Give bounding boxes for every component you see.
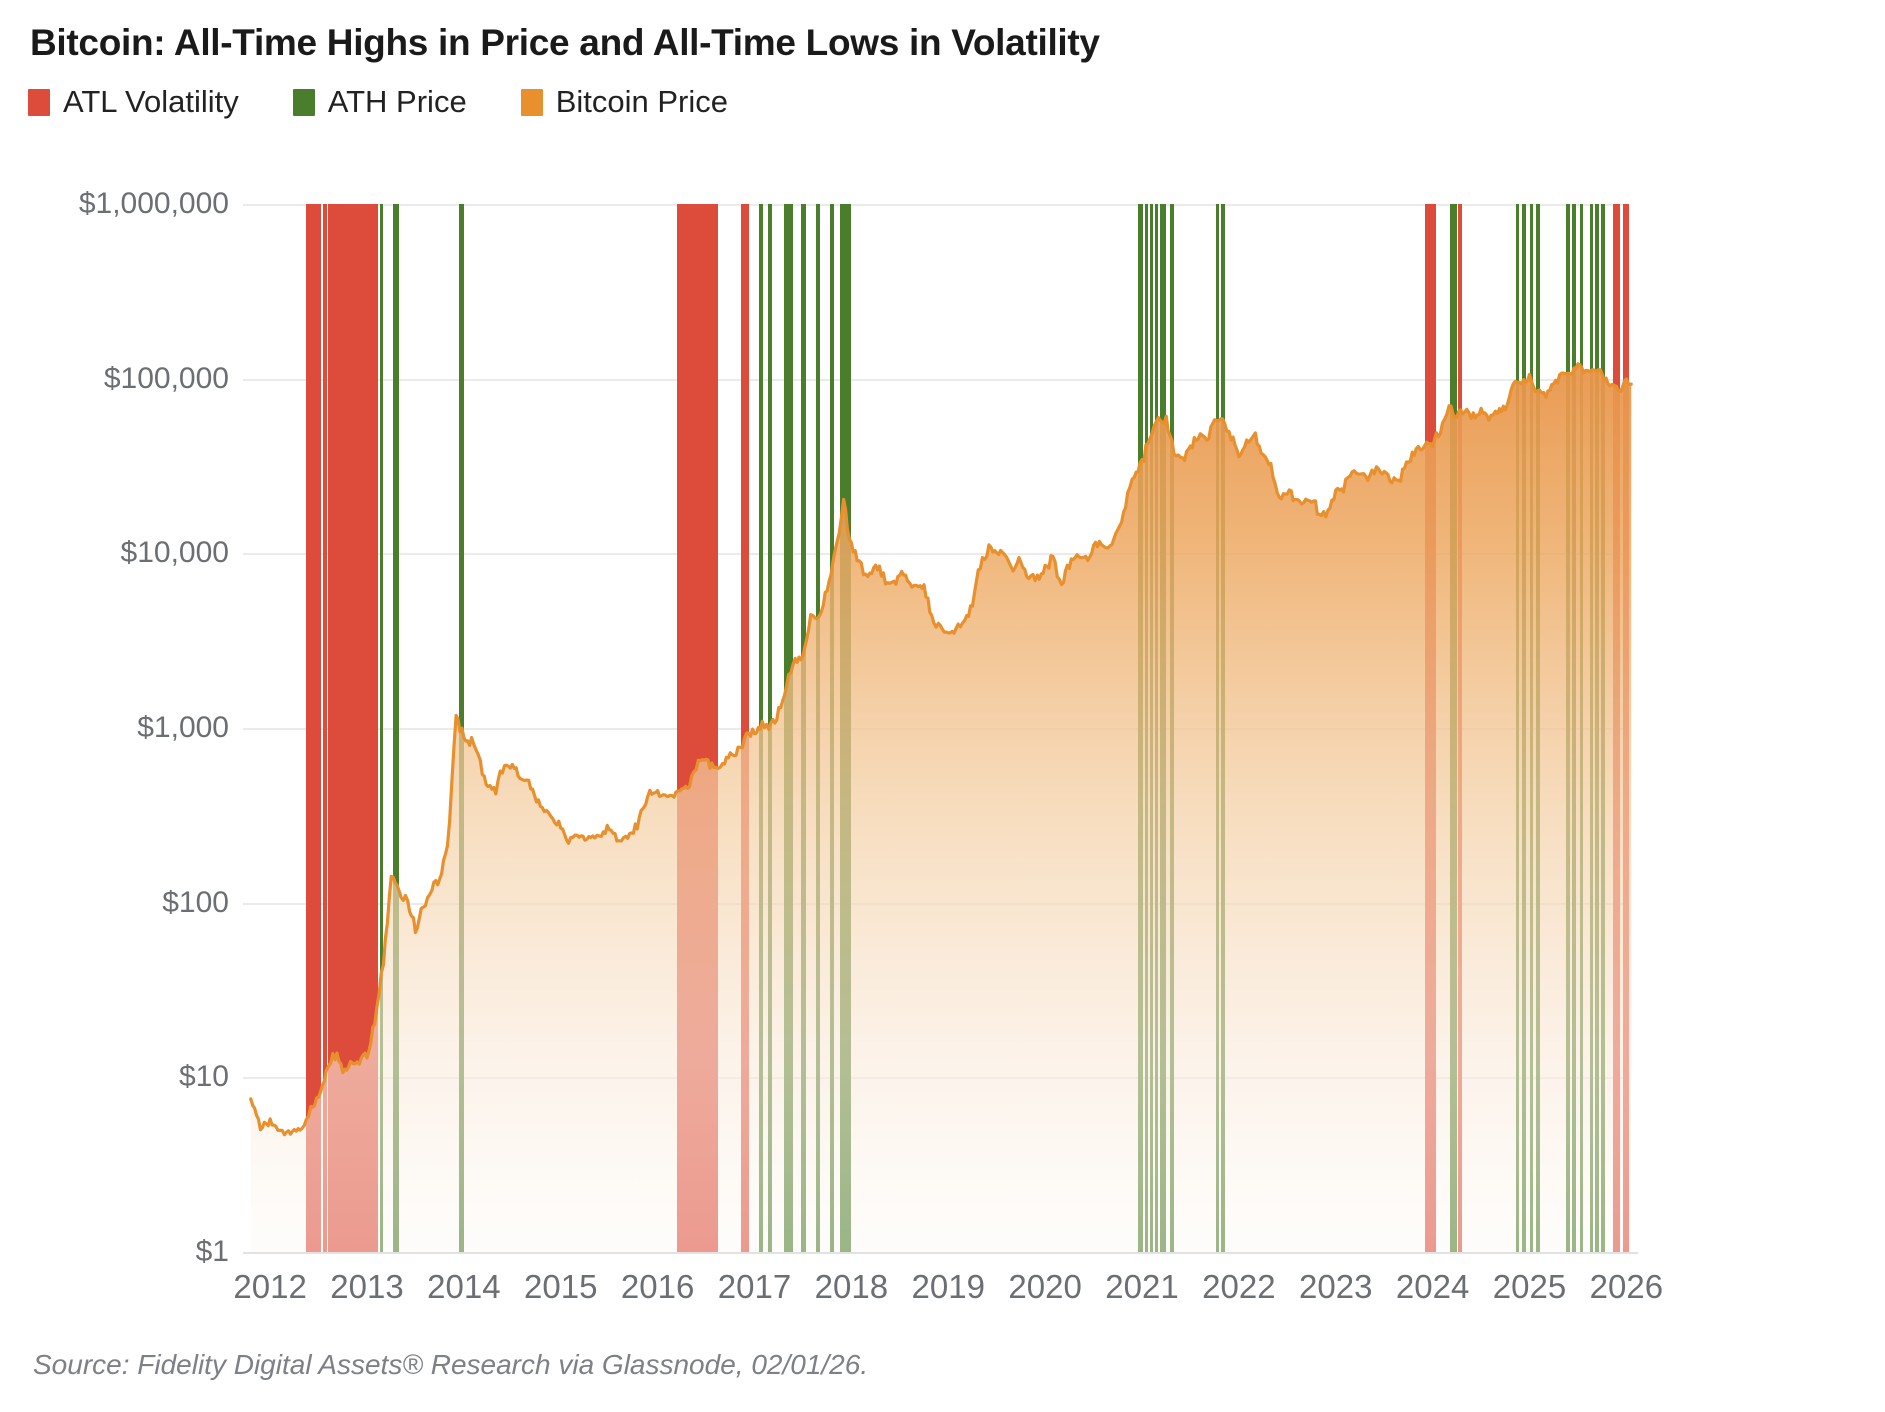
x-tick-label-2020: 2020	[1008, 1268, 1082, 1305]
legend-bitcoin-price-swatch-icon	[520, 88, 543, 116]
x-tick-label-2024: 2024	[1395, 1268, 1470, 1305]
y-tick-label: $1,000	[137, 710, 229, 744]
bitcoin-price-area-chart	[249, 362, 1633, 1252]
legend-atl-volatility-swatch-icon	[28, 88, 50, 116]
gridline-100000	[243, 378, 1623, 381]
legend-bitcoin-price[interactable]: Bitcoin Price	[520, 84, 728, 120]
x-tick-label-2025: 2025	[1492, 1268, 1567, 1305]
x-tick-label-2017: 2017	[717, 1268, 792, 1305]
y-tick-label: $1,000,000	[78, 187, 229, 220]
source-note: Source: Fidelity Digital Assets® Researc…	[33, 1349, 869, 1380]
y-tick-label: $100	[162, 885, 229, 919]
atl-volatility-band	[740, 204, 749, 1252]
chart-legend: ATL Volatility ATH Price Bitcoin Price	[28, 84, 782, 120]
x-tick-label-2022: 2022	[1202, 1268, 1276, 1305]
x-tick-label-2019: 2019	[911, 1268, 985, 1305]
x-tick-label-2013: 2013	[330, 1268, 404, 1305]
legend-ath-price-label: ATH Price	[327, 84, 467, 119]
legend-ath-price[interactable]: ATH Price	[292, 84, 467, 120]
price-line	[249, 362, 1633, 1137]
x-tick-label-2023: 2023	[1299, 1268, 1373, 1305]
x-tick-label-2014: 2014	[427, 1268, 501, 1305]
y-tick-label: $10,000	[120, 536, 229, 570]
gridline-10000	[243, 553, 1623, 556]
gridline-1000000	[243, 204, 1623, 206]
x-tick-label-2016: 2016	[620, 1268, 695, 1305]
x-tick-label-2018: 2018	[814, 1268, 889, 1305]
page-title: Bitcoin: All-Time Highs in Price and All…	[30, 22, 1100, 63]
plot-frame: $1,000,000 $100,000 $10,000 $1,000 $100 $10 $1	[0, 160, 1885, 1270]
gridline-1	[243, 1251, 1638, 1254]
legend-bitcoin-price-label: Bitcoin Price	[555, 84, 728, 119]
x-tick-label-2012: 2012	[233, 1268, 307, 1305]
legend-atl-volatility[interactable]: ATL Volatility	[28, 84, 239, 120]
atl-volatility-band	[305, 204, 321, 1252]
legend-atl-volatility-label: ATL Volatility	[63, 84, 239, 119]
x-tick-label-2015: 2015	[524, 1268, 598, 1305]
y-tick-label: $1	[195, 1234, 229, 1268]
price-area-fill	[250, 363, 1632, 1252]
legend-ath-price-swatch-icon	[292, 88, 315, 116]
ath-price-band	[393, 204, 399, 1252]
x-tick-label-2021: 2021	[1105, 1268, 1179, 1305]
plot-clip	[243, 204, 1638, 1252]
atl-volatility-band	[323, 204, 327, 1252]
plot-area	[243, 204, 1638, 1252]
y-tick-label: $10	[178, 1060, 229, 1094]
x-tick-label-2026: 2026	[1589, 1268, 1664, 1305]
y-tick-label: $100,000	[103, 361, 229, 395]
ath-price-band	[379, 204, 384, 1252]
